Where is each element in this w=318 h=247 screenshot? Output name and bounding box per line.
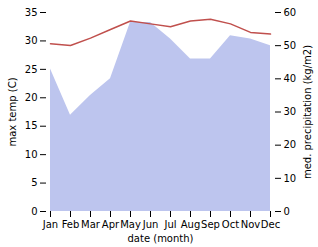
svg-text:date (month): date (month) (128, 233, 194, 244)
svg-text:40: 40 (284, 73, 297, 84)
svg-text:20: 20 (25, 92, 38, 103)
svg-text:Dec: Dec (261, 219, 280, 230)
svg-text:May: May (120, 219, 141, 230)
svg-text:med. precipitation (kg/m2): med. precipitation (kg/m2) (302, 45, 313, 179)
svg-text:Feb: Feb (62, 219, 80, 230)
svg-text:Nov: Nov (241, 219, 261, 230)
svg-text:10: 10 (25, 149, 38, 160)
svg-text:Jan: Jan (42, 219, 58, 230)
svg-text:Aug: Aug (181, 219, 201, 230)
svg-text:10: 10 (284, 173, 297, 184)
svg-text:60: 60 (284, 7, 297, 18)
svg-text:max temp (C): max temp (C) (7, 77, 18, 146)
svg-text:5: 5 (31, 177, 37, 188)
svg-text:Sep: Sep (201, 219, 220, 230)
svg-text:35: 35 (25, 7, 38, 18)
svg-text:Jun: Jun (142, 219, 159, 230)
svg-text:Oct: Oct (222, 219, 239, 230)
svg-text:0: 0 (31, 206, 37, 217)
svg-text:20: 20 (284, 139, 297, 150)
svg-text:30: 30 (25, 35, 38, 46)
svg-text:30: 30 (284, 106, 297, 117)
svg-text:25: 25 (25, 64, 38, 75)
svg-text:15: 15 (25, 120, 38, 131)
svg-text:Jul: Jul (163, 219, 176, 230)
svg-text:Mar: Mar (81, 219, 101, 230)
svg-text:Apr: Apr (102, 219, 120, 230)
svg-text:0: 0 (284, 206, 290, 217)
svg-text:50: 50 (284, 40, 297, 51)
